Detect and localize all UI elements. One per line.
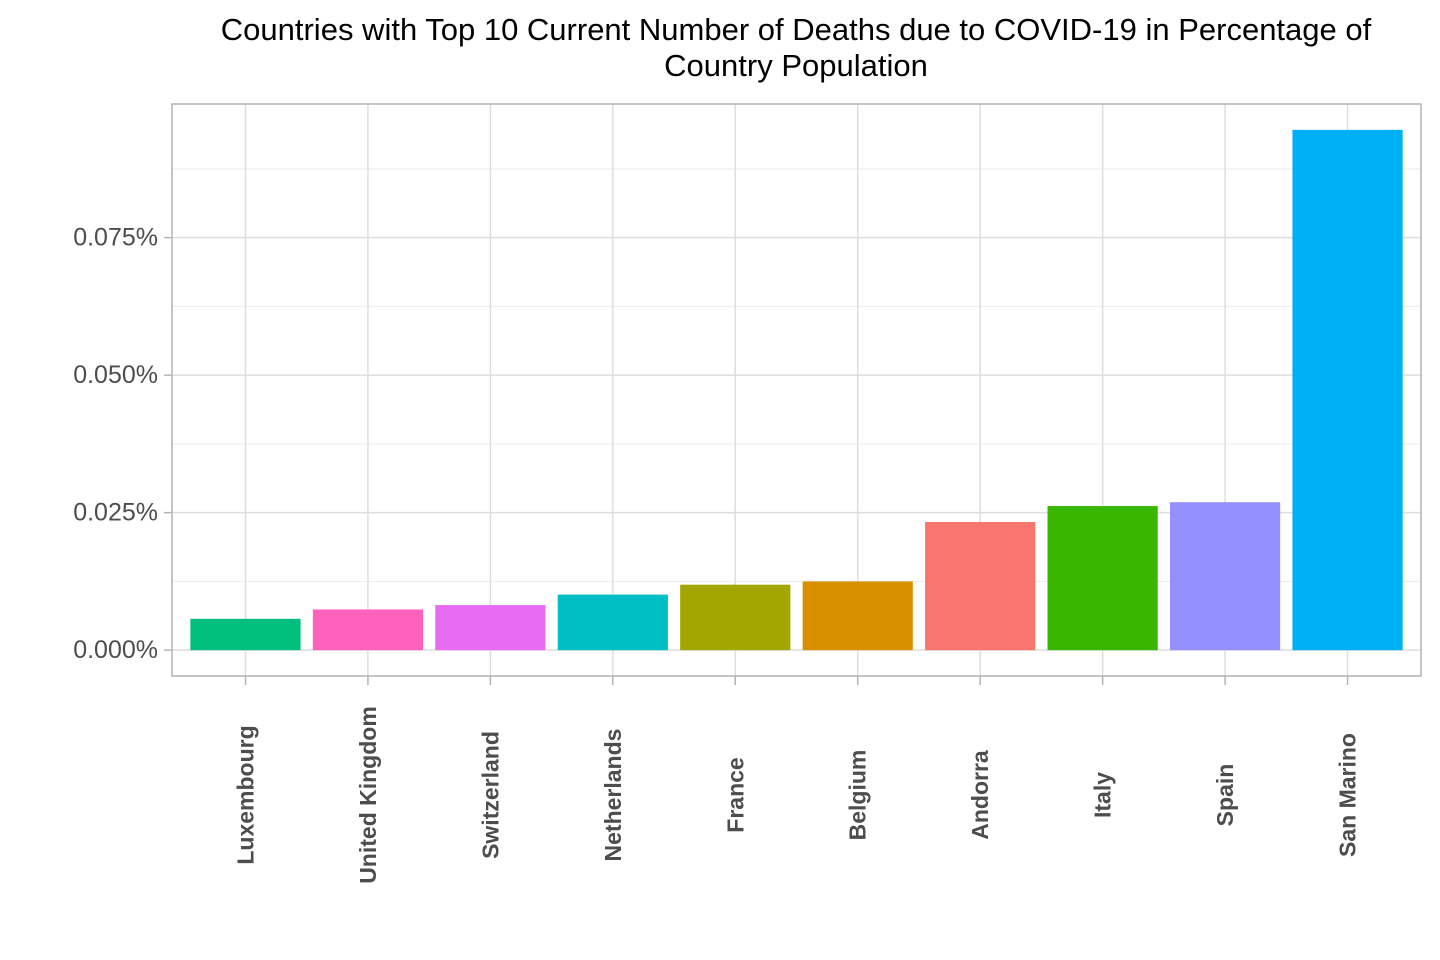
- x-tick-label: United Kingdom: [355, 706, 381, 884]
- bar-united-kingdom: [312, 609, 424, 651]
- y-tick-label: 0.075%: [73, 224, 158, 252]
- y-tick-label: 0.025%: [73, 499, 158, 527]
- bar-andorra: [925, 522, 1036, 651]
- x-tick-label: Netherlands: [600, 729, 626, 862]
- y-tick-label: 0.000%: [73, 636, 158, 664]
- chart-title: Countries with Top 10 Current Number of …: [170, 12, 1422, 84]
- x-tick-label: Luxembourg: [232, 725, 258, 864]
- chart-title-line-2: Country Population: [664, 48, 928, 83]
- bar-belgium: [802, 581, 913, 651]
- bar-luxembourg: [190, 618, 301, 651]
- y-axis: 0.000% 0.025% 0.050% 0.075%: [73, 224, 172, 664]
- x-tick-label: France: [722, 757, 748, 832]
- y-tick-label: 0.050%: [73, 361, 158, 389]
- x-tick-label: Spain: [1212, 764, 1238, 827]
- x-tick-label: Switzerland: [477, 731, 503, 859]
- bars: [190, 129, 1403, 651]
- chart-title-line-1: Countries with Top 10 Current Number of …: [220, 12, 1372, 47]
- bar-spain: [1169, 502, 1281, 651]
- bar-switzerland: [435, 605, 546, 651]
- bar-france: [680, 584, 791, 651]
- x-axis: Luxembourg United Kingdom Switzerland Nethe…: [232, 676, 1361, 884]
- bar-italy: [1047, 506, 1158, 651]
- x-tick-label: Andorra: [967, 750, 993, 840]
- x-tick-label: San Marino: [1335, 733, 1361, 857]
- bar-san-marino: [1292, 129, 1403, 651]
- x-tick-label: Italy: [1090, 772, 1116, 818]
- bar-netherlands: [557, 594, 668, 651]
- panel-border: [171, 103, 1422, 677]
- x-tick-label: Belgium: [845, 750, 871, 841]
